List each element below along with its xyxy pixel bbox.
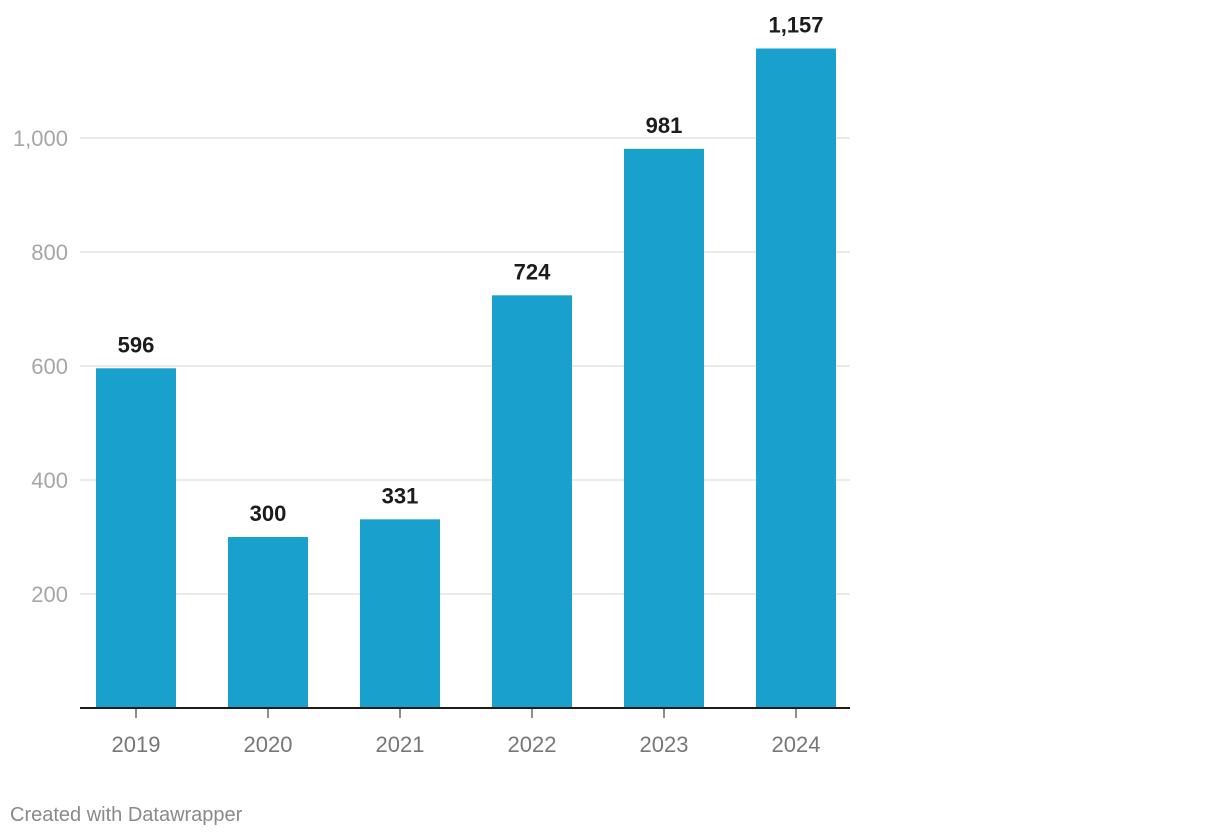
x-tick-label: 2022 xyxy=(508,732,557,757)
value-labels: 596 300 331 724 981 1,157 xyxy=(118,13,824,526)
footer-credit: Created with Datawrapper xyxy=(10,804,243,826)
y-tick-label: 600 xyxy=(31,354,68,379)
x-axis-ticks xyxy=(135,708,797,718)
x-tick-label: 2024 xyxy=(772,732,821,757)
y-axis-tick-labels: 200 400 600 800 1,000 xyxy=(13,126,68,607)
y-tick-label: 400 xyxy=(31,468,68,493)
x-axis-tick-labels: 2019 2020 2021 2022 2023 2024 xyxy=(112,732,821,757)
bar-2022 xyxy=(492,295,572,708)
value-label: 331 xyxy=(382,483,419,508)
y-tick-label: 200 xyxy=(31,582,68,607)
bar-2021 xyxy=(360,519,440,708)
x-tick-label: 2019 xyxy=(112,732,161,757)
value-label: 981 xyxy=(646,113,683,138)
y-tick-label: 1,000 xyxy=(13,126,68,151)
value-label: 300 xyxy=(250,501,287,526)
bar-2020 xyxy=(228,537,308,708)
bar-2019 xyxy=(96,368,176,708)
bar-2023 xyxy=(624,148,704,708)
value-label: 724 xyxy=(514,259,551,284)
x-tick-label: 2023 xyxy=(640,732,689,757)
x-tick-label: 2020 xyxy=(244,732,293,757)
value-label: 1,157 xyxy=(768,13,823,38)
y-tick-label: 800 xyxy=(31,240,68,265)
bar-chart: 200 400 600 800 1,000 596 300 331 724 981 1,157 2… xyxy=(13,13,850,757)
gridlines xyxy=(80,137,850,595)
bar-2024 xyxy=(756,48,836,708)
x-tick-label: 2021 xyxy=(376,732,425,757)
value-label: 596 xyxy=(118,332,155,357)
bars xyxy=(96,48,836,708)
